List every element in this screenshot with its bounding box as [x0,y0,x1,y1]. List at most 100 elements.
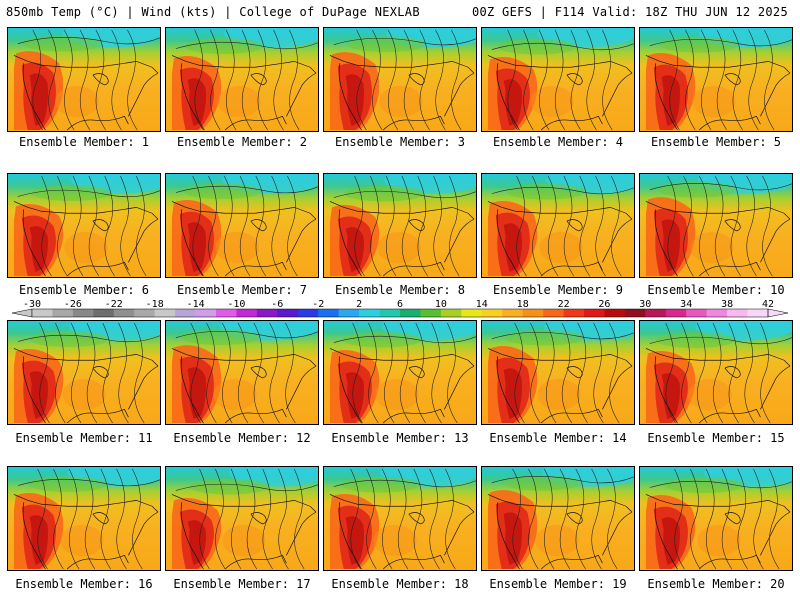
ensemble-member-label: Ensemble Member: 18 [331,577,469,591]
ensemble-member-map [7,173,161,278]
ensemble-member-map [165,27,319,132]
colorbar-swatch [584,309,605,317]
colorbar-swatch [93,309,115,317]
ensemble-member-label: Ensemble Member: 12 [173,431,311,445]
model-run-info: 00Z GEFS | F114 Valid: 18Z THU JUN 12 20… [471,5,788,19]
colorbar-swatch [481,309,503,317]
colorbar-swatch [256,309,278,317]
colorbar-swatch [563,309,585,317]
colorbar-swatch [113,309,135,317]
ensemble-member-map [7,466,161,571]
colorbar-swatch [195,309,217,317]
ensemble-member-label: Ensemble Member: 10 [647,283,785,297]
colorbar-swatch [32,309,53,317]
colorbar-tick-label: 2 [356,299,362,310]
colorbar-swatch [543,309,564,317]
ensemble-member-label: Ensemble Member: 3 [334,135,466,149]
colorbar-swatch [134,309,155,317]
colorbar-tick-label: 22 [558,299,570,310]
colorbar-swatch [236,309,258,317]
colorbar-tick-label: -10 [227,299,245,310]
ensemble-member-map [323,320,477,425]
colorbar-tick-label: -2 [312,299,324,310]
colorbar-tick-label: 42 [762,299,774,310]
colorbar-swatch [154,309,176,317]
ensemble-member-label: Ensemble Member: 1 [18,135,150,149]
colorbar-tick-label: 30 [639,299,651,310]
colorbar-swatch [706,309,728,317]
colorbar-right-arrow [767,308,789,318]
colorbar-swatch [747,309,769,317]
ensemble-member-map [639,27,793,132]
colorbar-tick-label: -30 [23,299,41,310]
colorbar-tick-label: 14 [476,299,488,310]
ensemble-member-label: Ensemble Member: 2 [176,135,308,149]
ensemble-member-map [639,466,793,571]
colorbar-swatch [216,309,237,317]
colorbar-tick-label: -14 [187,299,205,310]
colorbar-swatch [686,309,707,317]
ensemble-member-label: Ensemble Member: 6 [18,283,150,297]
ensemble-member-map [165,466,319,571]
colorbar-swatch [297,309,319,317]
colorbar-swatch [502,309,523,317]
colorbar-tick-label: 34 [680,299,692,310]
ensemble-member-map [165,173,319,278]
ensemble-member-label: Ensemble Member: 16 [15,577,153,591]
colorbar-swatch [665,309,687,317]
colorbar-tick-label: -6 [271,299,283,310]
colorbar-swatch [338,309,360,317]
ensemble-member-label: Ensemble Member: 4 [492,135,624,149]
colorbar-tick-label: 38 [721,299,733,310]
colorbar-swatch [318,309,339,317]
colorbar-swatch [277,309,299,317]
colorbar-left-arrow [11,308,33,318]
colorbar-swatch [175,309,196,317]
colorbar-tick-label: 18 [517,299,529,310]
colorbar-tick-label: -18 [146,299,164,310]
colorbar-tick-label: 6 [397,299,403,310]
ensemble-member-label: Ensemble Member: 7 [176,283,308,297]
ensemble-member-map [323,173,477,278]
colorbar-swatch [727,309,748,317]
ensemble-member-label: Ensemble Member: 9 [492,283,624,297]
colorbar-swatch [420,309,442,317]
colorbar-tick-label: -22 [105,299,123,310]
ensemble-member-map [481,173,635,278]
ensemble-member-label: Ensemble Member: 15 [647,431,785,445]
ensemble-member-label: Ensemble Member: 5 [650,135,782,149]
colorbar-swatch [359,309,380,317]
ensemble-member-map [7,27,161,132]
ensemble-member-map [165,320,319,425]
ensemble-member-label: Ensemble Member: 8 [334,283,466,297]
ensemble-member-map [481,466,635,571]
colorbar-swatch [604,309,626,317]
colorbar-swatch [440,309,462,317]
ensemble-member-map [323,466,477,571]
colorbar-swatch [400,309,421,317]
ensemble-member-label: Ensemble Member: 13 [331,431,469,445]
temperature-color-scale: -30 -26 -22 -18 -14 -10 -6 -2 2 6 10 14 18 22 26 30 34 38… [11,299,789,318]
ensemble-member-label: Ensemble Member: 14 [489,431,627,445]
ensemble-member-label: Ensemble Member: 11 [15,431,153,445]
colorbar-swatch [461,309,483,317]
ensemble-member-map [639,320,793,425]
ensemble-member-label: Ensemble Member: 19 [489,577,627,591]
colorbar-swatch [72,309,94,317]
colorbar-swatch [522,309,544,317]
colorbar-swatch [624,309,646,317]
ensemble-member-map [481,27,635,132]
ensemble-member-map [323,27,477,132]
colorbar-tick-label: -26 [64,299,82,310]
ensemble-member-map [639,173,793,278]
colorbar-swatch [645,309,667,317]
colorbar-swatch [379,309,401,317]
ensemble-member-map [481,320,635,425]
colorbar-tick-label: 26 [598,299,610,310]
ensemble-member-label: Ensemble Member: 17 [173,577,311,591]
ensemble-member-label: Ensemble Member: 20 [647,577,785,591]
colorbar-swatch [52,309,74,317]
ensemble-member-map [7,320,161,425]
map-title: 850mb Temp (°C) | Wind (kts) | College o… [6,5,420,19]
colorbar-tick-label: 10 [435,299,447,310]
